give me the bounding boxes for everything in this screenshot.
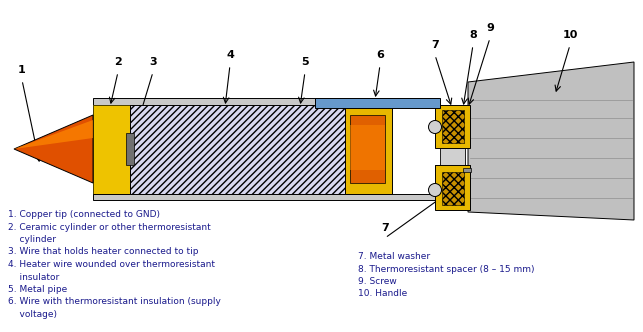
Bar bbox=[463, 168, 471, 172]
Polygon shape bbox=[14, 120, 93, 149]
Text: 6. Wire with thermoresistant insulation (supply: 6. Wire with thermoresistant insulation … bbox=[8, 297, 221, 306]
Bar bbox=[350, 125, 385, 170]
Text: 6: 6 bbox=[376, 50, 384, 60]
Bar bbox=[315, 98, 440, 108]
Bar bbox=[350, 115, 385, 183]
Bar bbox=[93, 98, 438, 105]
Circle shape bbox=[428, 184, 442, 197]
Bar bbox=[435, 105, 470, 148]
Text: 9. Screw: 9. Screw bbox=[358, 277, 397, 286]
Bar bbox=[442, 172, 464, 205]
Circle shape bbox=[428, 121, 442, 133]
Bar bbox=[440, 148, 465, 210]
Text: 10: 10 bbox=[563, 30, 577, 40]
Bar bbox=[93, 105, 130, 194]
Text: 10. Handle: 10. Handle bbox=[358, 290, 407, 298]
Bar bbox=[130, 105, 345, 194]
Text: 1. Copper tip (connected to GND): 1. Copper tip (connected to GND) bbox=[8, 210, 160, 219]
Bar bbox=[435, 165, 470, 210]
Text: voltage): voltage) bbox=[8, 310, 57, 319]
Text: 8. Thermoresistant spacer (8 – 15 mm): 8. Thermoresistant spacer (8 – 15 mm) bbox=[358, 265, 534, 274]
Text: 3: 3 bbox=[149, 57, 157, 67]
Text: 9: 9 bbox=[486, 23, 494, 33]
Bar bbox=[435, 165, 470, 175]
Bar bbox=[442, 110, 464, 143]
Polygon shape bbox=[468, 62, 634, 220]
Text: 7: 7 bbox=[431, 40, 439, 50]
Text: 5: 5 bbox=[301, 57, 309, 67]
Polygon shape bbox=[14, 115, 93, 183]
Text: 4: 4 bbox=[226, 50, 234, 60]
Text: 3. Wire that holds heater connected to tip: 3. Wire that holds heater connected to t… bbox=[8, 247, 199, 257]
Text: 8: 8 bbox=[469, 30, 477, 40]
Text: 7: 7 bbox=[381, 223, 389, 233]
Text: insulator: insulator bbox=[8, 273, 59, 282]
Text: 7. Metal washer: 7. Metal washer bbox=[358, 252, 430, 261]
Text: 4. Heater wire wounded over thermoresistant: 4. Heater wire wounded over thermoresist… bbox=[8, 260, 215, 269]
Bar bbox=[345, 105, 392, 194]
Bar bbox=[93, 105, 130, 194]
Text: 5. Metal pipe: 5. Metal pipe bbox=[8, 285, 68, 294]
Text: One
Transistor: One Transistor bbox=[499, 105, 591, 171]
Text: cylinder: cylinder bbox=[8, 235, 56, 244]
Text: 1: 1 bbox=[18, 65, 26, 75]
Text: 2. Ceramic cylinder or other thermoresistant: 2. Ceramic cylinder or other thermoresis… bbox=[8, 222, 211, 231]
Text: 2: 2 bbox=[114, 57, 122, 67]
Bar bbox=[93, 194, 438, 200]
Bar bbox=[126, 133, 134, 165]
